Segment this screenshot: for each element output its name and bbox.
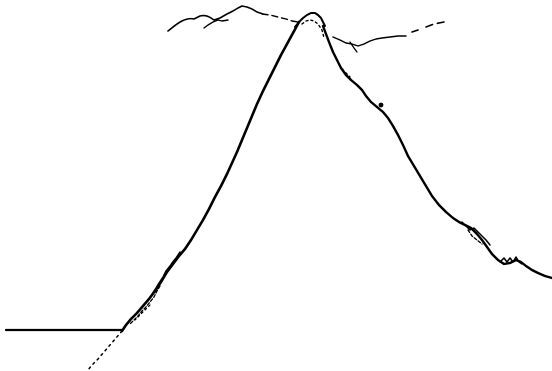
background-ridge-right (332, 35, 407, 47)
mountain-left-foot-texture-2 (134, 304, 151, 321)
mountain-left-slope-rough-edge (143, 251, 181, 306)
background-ridge-dashes-left (261, 13, 299, 23)
mountain-left-slope (120, 20, 301, 333)
background-ridge-left (167, 5, 264, 32)
mountain-right-foot-texture (499, 256, 523, 265)
mountain-left-foot-texture (129, 285, 161, 325)
mountain-right-slope (321, 24, 552, 280)
background-ridge-left-lower (203, 19, 229, 29)
background-ridge-right-notch (349, 41, 358, 53)
mountain-right-rough-patch (461, 221, 491, 246)
summit-outline (294, 12, 326, 28)
mountain-right-rough-patch-2 (467, 229, 483, 245)
left-foot-dotted-projection (87, 330, 123, 371)
background-ridge-dashes-right (411, 21, 445, 33)
mountain-right-slope-dots (334, 55, 351, 78)
summit-dotted-detail (301, 19, 325, 39)
summit-ink-dot (378, 102, 384, 108)
